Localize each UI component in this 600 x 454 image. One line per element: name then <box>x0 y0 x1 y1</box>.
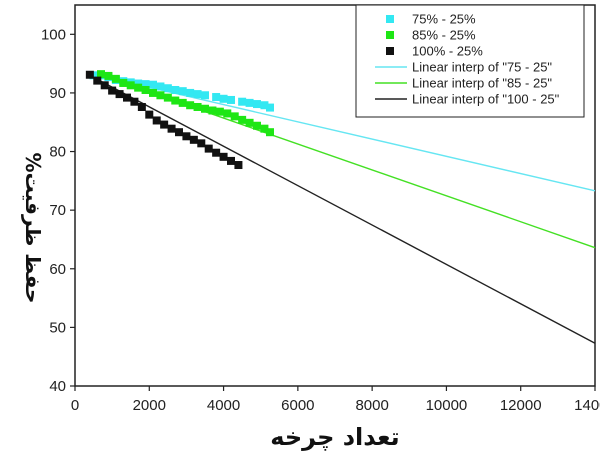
data-point <box>160 120 169 129</box>
data-point <box>163 93 172 102</box>
data-point <box>167 124 176 133</box>
data-point <box>182 132 191 141</box>
data-point <box>134 79 143 88</box>
legend-marker <box>386 31 394 39</box>
x-tick-label: 2000 <box>133 397 166 414</box>
data-point <box>126 81 135 90</box>
data-point <box>189 135 198 144</box>
data-point <box>245 118 254 127</box>
x-tick-label: 12000 <box>500 397 542 414</box>
data-point <box>204 144 213 153</box>
legend-label: 75% - 25% <box>412 12 476 27</box>
data-point <box>108 86 117 95</box>
series-markers <box>85 70 243 170</box>
data-point <box>219 94 228 103</box>
data-point <box>245 98 254 107</box>
data-point <box>152 116 161 125</box>
data-point <box>85 70 94 79</box>
legend: 75% - 25%85% - 25%100% - 25%Linear inter… <box>355 4 585 118</box>
data-point <box>130 97 139 106</box>
data-point <box>260 101 269 110</box>
data-point <box>97 70 105 79</box>
data-point <box>227 156 235 165</box>
data-point <box>193 102 202 111</box>
y-tick-label: 80 <box>49 144 66 161</box>
legend-label: 100% - 25% <box>412 44 483 59</box>
data-point <box>215 107 224 116</box>
data-point <box>266 128 274 137</box>
data-point <box>219 152 228 161</box>
x-tick-label: 10000 <box>426 397 468 414</box>
data-point <box>230 112 239 121</box>
data-point <box>212 148 221 157</box>
x-tick-label: 14000 <box>574 397 600 414</box>
data-point <box>163 84 172 93</box>
data-point <box>238 97 247 106</box>
legend-label: 85% - 25% <box>412 28 476 43</box>
data-point <box>178 87 187 96</box>
data-point <box>238 115 247 124</box>
y-tick-label: 50 <box>49 319 66 336</box>
x-tick-label: 6000 <box>281 397 314 414</box>
data-point <box>134 83 143 92</box>
x-tick-label: 4000 <box>207 397 240 414</box>
y-tick-label: 60 <box>49 261 66 278</box>
data-point <box>171 96 180 105</box>
data-point <box>111 74 120 83</box>
series-layer <box>85 70 596 344</box>
data-point <box>149 80 157 89</box>
data-point <box>186 88 195 97</box>
data-point <box>137 102 146 111</box>
data-point <box>201 104 209 113</box>
data-point <box>141 85 150 94</box>
data-point <box>208 106 217 115</box>
data-point <box>145 110 154 119</box>
series-line <box>89 74 596 344</box>
y-tick-label: 100 <box>41 26 66 43</box>
data-point <box>141 80 150 89</box>
data-point <box>260 124 269 133</box>
x-tick-label: 0 <box>71 397 79 414</box>
data-point <box>178 98 187 107</box>
data-point <box>93 76 102 85</box>
data-point <box>100 81 109 90</box>
data-point <box>234 161 243 170</box>
y-axis-title: حفظ ظرفیت% <box>21 153 45 304</box>
data-point <box>115 90 124 99</box>
data-point <box>156 91 165 100</box>
data-point <box>223 109 232 118</box>
y-tick-label: 90 <box>49 85 66 102</box>
data-point <box>119 78 128 87</box>
legend-marker <box>386 15 394 23</box>
axes-layer: 0 2000 4000 6000 8000 10000 12000 14000 40 50 60 70… <box>41 26 600 414</box>
legend-marker <box>386 47 394 55</box>
data-point <box>156 82 165 91</box>
data-point <box>201 91 209 100</box>
data-point <box>253 121 261 130</box>
data-point <box>175 128 183 137</box>
data-point <box>212 93 221 102</box>
y-tick-label: 40 <box>49 378 66 395</box>
data-point <box>266 103 274 112</box>
data-point <box>186 101 195 110</box>
data-point <box>171 85 180 94</box>
data-point <box>253 100 261 109</box>
legend-label: Linear interp of "100 - 25" <box>412 92 560 107</box>
data-point <box>104 71 113 80</box>
legend-label: Linear interp of "75 - 25" <box>412 60 552 75</box>
data-point <box>149 88 157 97</box>
data-point <box>193 90 202 99</box>
x-tick-label: 8000 <box>355 397 388 414</box>
y-tick-label: 70 <box>49 202 66 219</box>
data-point <box>197 139 206 148</box>
data-point <box>227 95 235 104</box>
series-markers <box>97 70 274 137</box>
data-point <box>123 93 131 102</box>
x-axis-title: تعداد چرخه <box>270 423 399 451</box>
legend-label: Linear interp of "85 - 25" <box>412 76 552 91</box>
